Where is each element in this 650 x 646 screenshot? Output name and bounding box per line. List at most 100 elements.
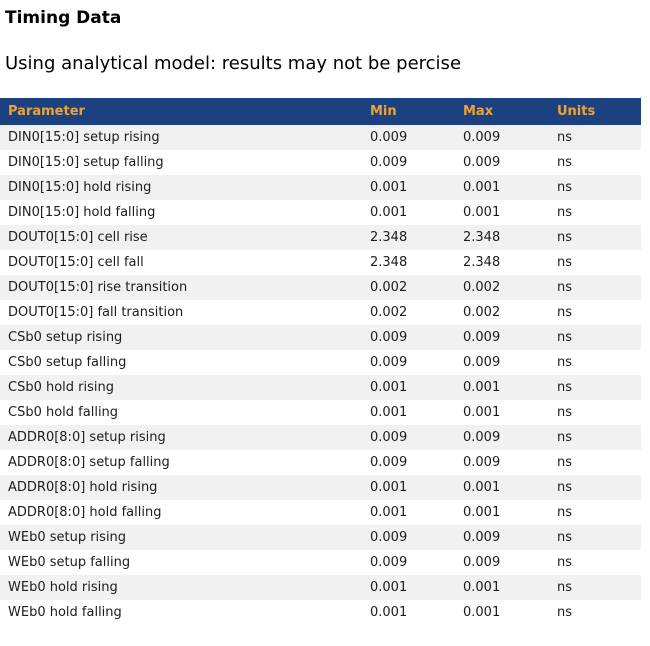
cell-units: ns — [549, 425, 641, 450]
cell-max: 0.009 — [455, 425, 549, 450]
cell-units: ns — [549, 550, 641, 575]
table-row: DIN0[15:0] setup falling 0.009 0.009 ns — [0, 150, 641, 175]
table-row: ADDR0[8:0] setup rising 0.009 0.009 ns — [0, 425, 641, 450]
table-row: ADDR0[8:0] hold falling 0.001 0.001 ns — [0, 500, 641, 525]
page-subtitle: Using analytical model: results may not … — [5, 53, 462, 74]
cell-min: 0.009 — [362, 125, 455, 150]
cell-parameter: CSb0 hold rising — [0, 375, 362, 400]
cell-parameter: DIN0[15:0] hold rising — [0, 175, 362, 200]
table-row: DOUT0[15:0] cell fall 2.348 2.348 ns — [0, 250, 641, 275]
cell-min: 0.002 — [362, 300, 455, 325]
cell-min: 0.009 — [362, 450, 455, 475]
cell-min: 0.009 — [362, 150, 455, 175]
cell-max: 0.001 — [455, 500, 549, 525]
table-row: DOUT0[15:0] cell rise 2.348 2.348 ns — [0, 225, 641, 250]
column-header-units: Units — [549, 98, 641, 125]
cell-parameter: DOUT0[15:0] cell fall — [0, 250, 362, 275]
table-row: WEb0 hold rising 0.001 0.001 ns — [0, 575, 641, 600]
cell-max: 0.002 — [455, 300, 549, 325]
cell-units: ns — [549, 200, 641, 225]
page-title: Timing Data — [5, 8, 122, 28]
cell-parameter: DOUT0[15:0] cell rise — [0, 225, 362, 250]
cell-parameter: ADDR0[8:0] setup falling — [0, 450, 362, 475]
cell-units: ns — [549, 350, 641, 375]
cell-min: 2.348 — [362, 225, 455, 250]
cell-units: ns — [549, 400, 641, 425]
table-row: ADDR0[8:0] setup falling 0.009 0.009 ns — [0, 450, 641, 475]
cell-units: ns — [549, 325, 641, 350]
cell-max: 0.009 — [455, 550, 549, 575]
cell-min: 0.001 — [362, 375, 455, 400]
cell-min: 0.001 — [362, 175, 455, 200]
cell-units: ns — [549, 150, 641, 175]
cell-max: 0.009 — [455, 525, 549, 550]
cell-units: ns — [549, 375, 641, 400]
timing-table: Parameter Min Max Units DIN0[15:0] setup… — [0, 98, 641, 625]
table-row: CSb0 hold rising 0.001 0.001 ns — [0, 375, 641, 400]
table-header-row: Parameter Min Max Units — [0, 98, 641, 125]
table-row: WEb0 setup falling 0.009 0.009 ns — [0, 550, 641, 575]
cell-max: 0.009 — [455, 150, 549, 175]
column-header-min: Min — [362, 98, 455, 125]
cell-units: ns — [549, 225, 641, 250]
cell-max: 0.001 — [455, 575, 549, 600]
cell-max: 2.348 — [455, 250, 549, 275]
cell-parameter: WEb0 hold falling — [0, 600, 362, 625]
cell-parameter: DIN0[15:0] setup falling — [0, 150, 362, 175]
cell-units: ns — [549, 500, 641, 525]
cell-min: 0.009 — [362, 550, 455, 575]
table-row: DIN0[15:0] hold falling 0.001 0.001 ns — [0, 200, 641, 225]
table-row: DIN0[15:0] hold rising 0.001 0.001 ns — [0, 175, 641, 200]
cell-max: 0.001 — [455, 375, 549, 400]
cell-min: 2.348 — [362, 250, 455, 275]
cell-min: 0.009 — [362, 325, 455, 350]
cell-units: ns — [549, 175, 641, 200]
cell-max: 0.009 — [455, 350, 549, 375]
cell-max: 0.001 — [455, 600, 549, 625]
cell-units: ns — [549, 475, 641, 500]
cell-units: ns — [549, 300, 641, 325]
cell-parameter: ADDR0[8:0] hold falling — [0, 500, 362, 525]
cell-min: 0.009 — [362, 425, 455, 450]
table-row: WEb0 hold falling 0.001 0.001 ns — [0, 600, 641, 625]
cell-parameter: DOUT0[15:0] rise transition — [0, 275, 362, 300]
cell-parameter: DIN0[15:0] hold falling — [0, 200, 362, 225]
cell-min: 0.009 — [362, 350, 455, 375]
cell-parameter: CSb0 setup rising — [0, 325, 362, 350]
cell-parameter: WEb0 setup rising — [0, 525, 362, 550]
cell-parameter: DOUT0[15:0] fall transition — [0, 300, 362, 325]
cell-min: 0.001 — [362, 400, 455, 425]
cell-units: ns — [549, 250, 641, 275]
cell-max: 0.002 — [455, 275, 549, 300]
cell-max: 0.009 — [455, 125, 549, 150]
cell-max: 0.001 — [455, 200, 549, 225]
table-row: DOUT0[15:0] rise transition 0.002 0.002 ns — [0, 275, 641, 300]
cell-units: ns — [549, 450, 641, 475]
column-header-max: Max — [455, 98, 549, 125]
cell-units: ns — [549, 125, 641, 150]
cell-max: 0.001 — [455, 400, 549, 425]
table-body: DIN0[15:0] setup rising 0.009 0.009 ns DIN0[… — [0, 125, 641, 625]
cell-units: ns — [549, 575, 641, 600]
cell-min: 0.001 — [362, 575, 455, 600]
cell-parameter: DIN0[15:0] setup rising — [0, 125, 362, 150]
cell-units: ns — [549, 525, 641, 550]
cell-parameter: ADDR0[8:0] hold rising — [0, 475, 362, 500]
table-row: DOUT0[15:0] fall transition 0.002 0.002 ns — [0, 300, 641, 325]
cell-max: 0.001 — [455, 475, 549, 500]
cell-min: 0.001 — [362, 200, 455, 225]
table-row: ADDR0[8:0] hold rising 0.001 0.001 ns — [0, 475, 641, 500]
cell-max: 0.009 — [455, 450, 549, 475]
cell-parameter: CSb0 setup falling — [0, 350, 362, 375]
table-row: WEb0 setup rising 0.009 0.009 ns — [0, 525, 641, 550]
cell-min: 0.001 — [362, 500, 455, 525]
column-header-parameter: Parameter — [0, 98, 362, 125]
cell-max: 0.009 — [455, 325, 549, 350]
cell-parameter: CSb0 hold falling — [0, 400, 362, 425]
cell-units: ns — [549, 600, 641, 625]
table-row: DIN0[15:0] setup rising 0.009 0.009 ns — [0, 125, 641, 150]
cell-parameter: WEb0 setup falling — [0, 550, 362, 575]
table-row: CSb0 hold falling 0.001 0.001 ns — [0, 400, 641, 425]
cell-min: 0.002 — [362, 275, 455, 300]
